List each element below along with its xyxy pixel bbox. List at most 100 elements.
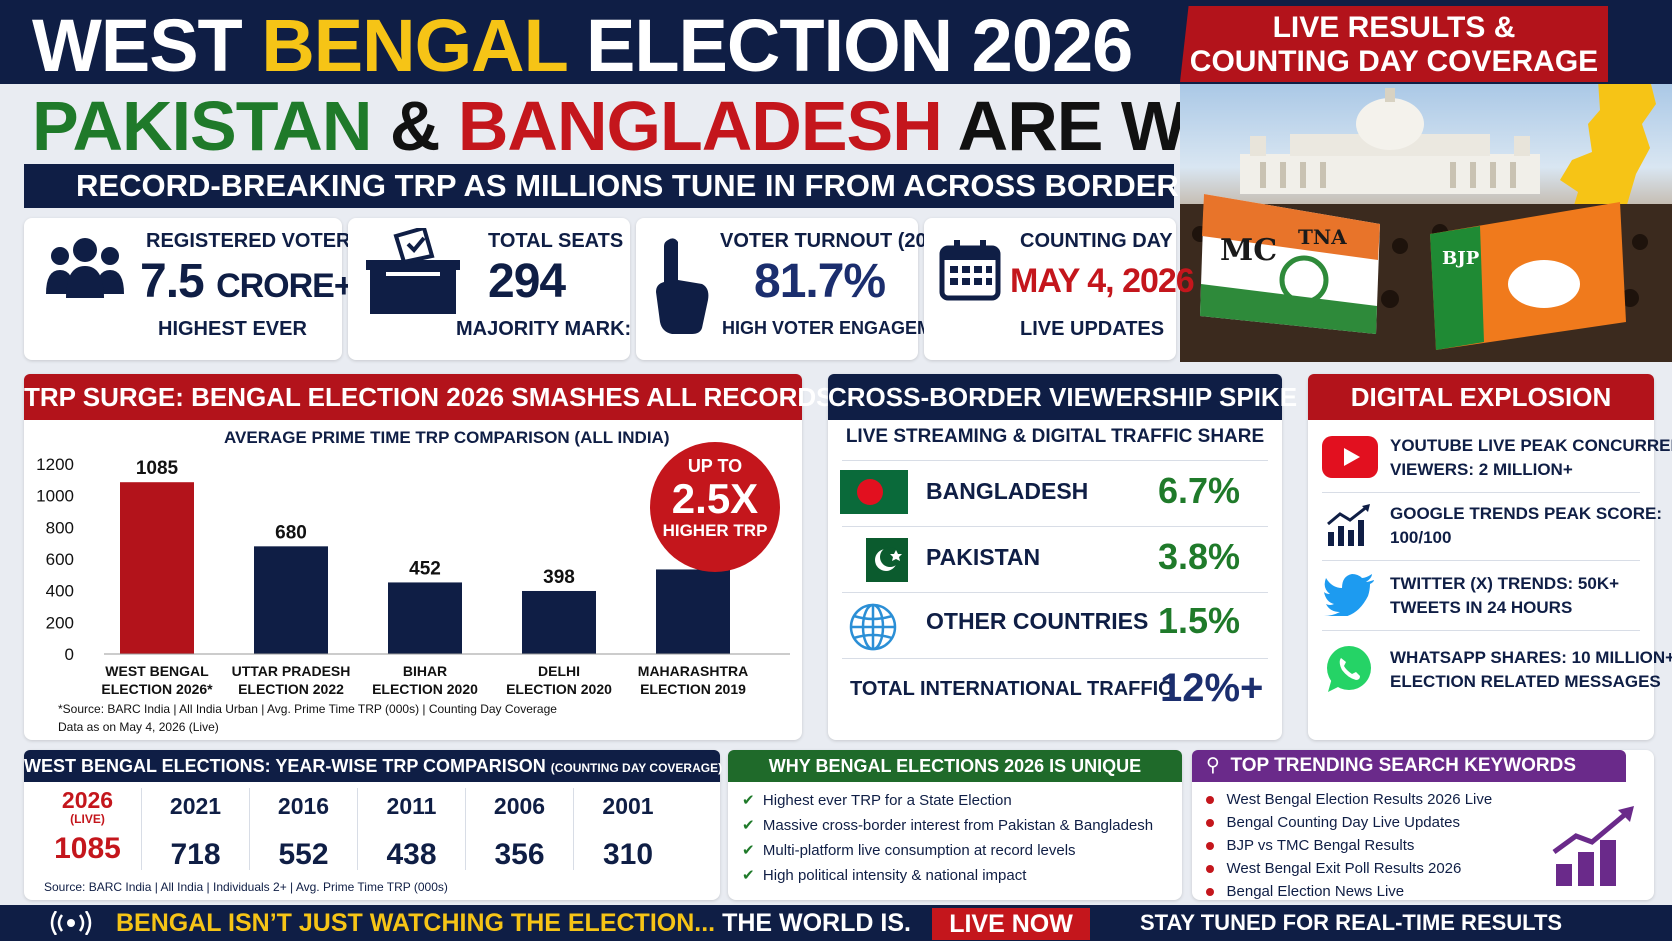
unique-item: ✔ Highest ever TRP for a State Election <box>742 788 1153 813</box>
stat-sub-turnout: HIGH VOTER ENGAGEMENT <box>722 318 969 338</box>
year-label: 2016 <box>277 793 330 819</box>
stat-sub-voters: HIGHEST EVER <box>158 318 307 340</box>
unique-item-text: Highest ever TRP for a State Election <box>762 792 1012 809</box>
live-now-button[interactable]: LIVE NOW <box>932 908 1090 940</box>
live-results-badge: LIVE RESULTS & COUNTING DAY COVERAGE <box>1180 6 1608 82</box>
bullet-icon <box>1206 888 1214 896</box>
yearwise-panel: WEST BENGAL ELECTIONS: YEAR-WISE TRP COM… <box>24 750 722 900</box>
stat-sub-counting: LIVE UPDATES <box>1020 318 1165 340</box>
bar <box>656 569 730 654</box>
ticker-yellow-text: BENGAL ISN’T JUST WATCHING THE ELECTION.… <box>116 909 716 937</box>
digital-row-google: GOOGLE TRENDS PEAK SCORE: 100/100 <box>1390 502 1662 550</box>
whatsapp-line1: WHATSAPP SHARES: 10 MILLION+ <box>1390 648 1672 667</box>
bottom-ticker: BENGAL ISN’T JUST WATCHING THE ELECTION.… <box>0 905 1672 941</box>
bjp-flag-text: BJP <box>1442 248 1480 269</box>
subtitle-bangladesh: BANGLADESH <box>457 87 943 165</box>
x-category-label: ELECTION 2020 <box>506 681 612 697</box>
bar <box>254 546 328 654</box>
keywords-list: West Bengal Election Results 2026 Live B… <box>1206 788 1492 903</box>
unique-item-text: Multi-platform live consumption at recor… <box>762 842 1076 859</box>
keyword-text: West Bengal Exit Poll Results 2026 <box>1226 860 1462 877</box>
top-banner: WEST BENGAL ELECTION 2026 LIVE RESULTS &… <box>0 0 1672 87</box>
stat-sub-seats: MAJORITY MARK: 148 <box>456 318 671 340</box>
divider <box>842 592 1268 593</box>
badge-bottom-text: HIGHER TRP <box>662 521 768 540</box>
divider <box>842 526 1268 527</box>
google-line2: 100/100 <box>1390 528 1452 547</box>
keyword-item[interactable]: Bengal Counting Day Live Updates <box>1206 811 1492 834</box>
stat-value-counting: MAY 4, 2026 <box>1010 262 1195 300</box>
calendar-icon <box>939 240 1001 301</box>
keyword-text: Bengal Counting Day Live Updates <box>1226 814 1460 831</box>
year-trp-value: 310 <box>602 838 654 871</box>
bar-value-label: 398 <box>543 567 575 588</box>
y-tick-label: 0 <box>65 645 74 664</box>
live-badge-line2: COUNTING DAY COVERAGE <box>1189 45 1599 78</box>
bullet-icon <box>1206 842 1214 850</box>
check-icon: ✔ <box>742 842 755 859</box>
bar <box>522 590 596 654</box>
divider <box>842 460 1268 461</box>
year-trp-value: 718 <box>170 838 221 871</box>
x-category-label: ELECTION 2026* <box>101 681 213 697</box>
bengal-map-icon <box>1560 84 1656 220</box>
y-tick-label: 600 <box>46 550 74 569</box>
broadcast-icon <box>50 911 92 935</box>
unique-panel: WHY BENGAL ELECTIONS 2026 IS UNIQUE ✔ Hi… <box>728 750 1182 900</box>
subtitle-pakistan: PAKISTAN <box>32 87 372 165</box>
x-category-label: WEST BENGAL <box>105 663 209 679</box>
ticker-message: BENGAL ISN’T JUST WATCHING THE ELECTION.… <box>116 905 911 941</box>
share-bangladesh: 6.7% <box>1158 470 1241 511</box>
year-label: 2021 <box>169 793 222 819</box>
title-highlight: BENGAL <box>261 4 567 87</box>
keyword-item[interactable]: BJP vs TMC Bengal Results <box>1206 834 1492 857</box>
chart-title: AVERAGE PRIME TIME TRP COMPARISON (ALL I… <box>224 428 670 447</box>
pakistan-flag-icon <box>854 538 908 582</box>
stat-value-turnout: 81.7% <box>754 255 886 308</box>
twitter-line1: TWITTER (X) TRENDS: 50K+ <box>1390 574 1620 593</box>
bullet-icon <box>1206 865 1214 873</box>
tagline-bar: RECORD-BREAKING TRP AS MILLIONS TUNE IN … <box>24 164 1200 208</box>
ticker-right-text: STAY TUNED FOR REAL-TIME RESULTS <box>1140 910 1563 935</box>
badge-value: 2.5X <box>671 475 759 522</box>
live-tag: (LIVE) <box>70 812 105 826</box>
keyword-item[interactable]: West Bengal Election Results 2026 Live <box>1206 788 1492 811</box>
voters-unit: CRORE+ <box>216 267 354 305</box>
digital-row-whatsapp: WHATSAPP SHARES: 10 MILLION+ ELECTION RE… <box>1390 646 1672 694</box>
total-traffic-label: TOTAL INTERNATIONAL TRAFFIC <box>850 678 1173 700</box>
keyword-item[interactable]: Bengal Election News Live <box>1206 880 1492 903</box>
bar <box>388 582 462 654</box>
keyword-item[interactable]: West Bengal Exit Poll Results 2026 <box>1206 857 1492 880</box>
trend-chart-icon <box>1327 504 1370 546</box>
unique-heading: WHY BENGAL ELECTIONS 2026 IS UNIQUE <box>728 750 1182 782</box>
stat-card-turnout: VOTER TURNOUT (2021) 81.7% HIGH VOTER EN… <box>636 218 968 360</box>
check-icon: ✔ <box>742 817 755 834</box>
y-tick-label: 1000 <box>36 487 74 506</box>
keywords-heading-text: TOP TRENDING SEARCH KEYWORDS <box>1230 755 1577 776</box>
year-label: 2026 <box>61 787 114 813</box>
year-column: 2021 718 <box>142 788 250 871</box>
divider <box>1322 560 1640 561</box>
country-bangladesh: BANGLADESH <box>926 478 1089 504</box>
year-trp-value: 356 <box>494 838 545 871</box>
year-label: 2006 <box>493 793 546 819</box>
keyword-text: West Bengal Election Results 2026 Live <box>1226 791 1493 808</box>
divider <box>842 658 1268 659</box>
country-pakistan: PAKISTAN <box>926 544 1041 570</box>
unique-item: ✔ Multi-platform live consumption at rec… <box>742 838 1153 863</box>
stat-card-counting: COUNTING DAY MAY 4, 2026 LIVE UPDATES <box>924 218 1195 360</box>
hero-image: MC TNA BJP <box>1180 84 1672 362</box>
keyword-text: Bengal Election News Live <box>1226 883 1405 900</box>
trp-panel-heading: TRP SURGE: BENGAL ELECTION 2026 SMASHES … <box>24 374 834 420</box>
keywords-heading: ⚲ TOP TRENDING SEARCH KEYWORDS <box>1192 750 1626 782</box>
ticker-white-text: THE WORLD IS. <box>722 909 911 937</box>
stat-card-voters: REGISTERED VOTERS 7.5 CRORE+ HIGHEST EVE… <box>24 218 364 360</box>
subtitle-amp: & <box>389 87 441 165</box>
digital-row-youtube: YOUTUBE LIVE PEAK CONCURRENT VIEWERS: 2 … <box>1390 434 1672 482</box>
bjp-flag-icon: BJP <box>1430 202 1626 350</box>
divider <box>1322 630 1640 631</box>
title-part1: WEST <box>32 4 243 87</box>
check-icon: ✔ <box>742 792 755 809</box>
chart-source-line2: Data as on May 4, 2026 (Live) <box>58 720 219 734</box>
ballot-box-icon <box>366 228 460 314</box>
